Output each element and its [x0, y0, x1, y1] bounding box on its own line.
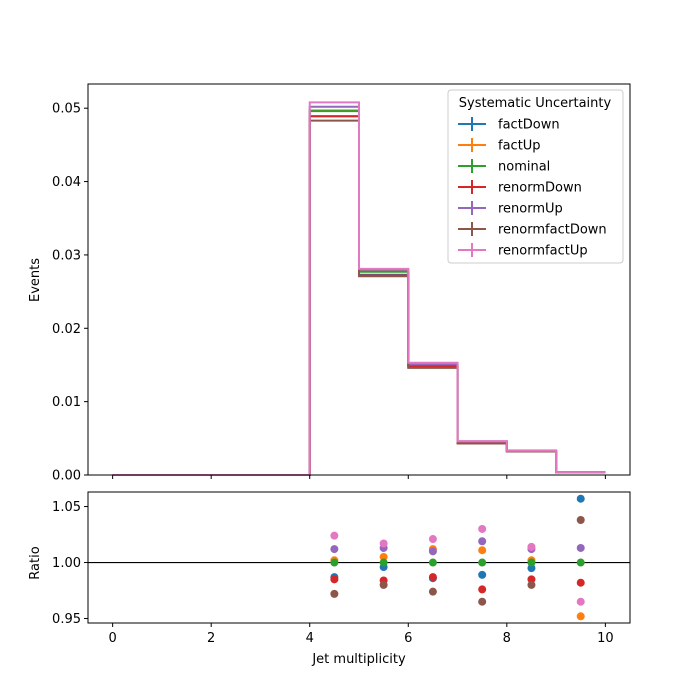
legend-label-factDown: factDown	[498, 118, 560, 133]
ratio-point-renormfactDown	[576, 515, 585, 524]
legend-box	[447, 89, 624, 264]
ratio-point-renormUp	[576, 543, 585, 552]
ratio-point-factUp	[478, 546, 487, 555]
ratio-point-nominal	[379, 558, 388, 567]
legend: Systematic Uncertainty factDown factUp nom…	[447, 89, 624, 264]
legend-label-renormDown: renormDown	[498, 181, 582, 196]
main-y-tick-label: 0.05	[52, 102, 81, 117]
ratio-x-tick-label: 10	[597, 631, 614, 646]
ratio-point-renormfactUp	[330, 531, 339, 540]
main-y-tick-label: 0.01	[52, 395, 81, 410]
main-y-ticks: 0.00 0.01 0.02 0.03 0.04 0.05	[52, 102, 88, 484]
ratio-x-tick-label: 6	[404, 631, 412, 646]
ratio-point-renormUp	[330, 545, 339, 554]
ratio-y-tick-label: 0.95	[52, 612, 81, 627]
ratio-point-renormUp	[478, 537, 487, 546]
legend-label-factUp: factUp	[498, 139, 541, 154]
ratio-point-renormfactUp	[379, 539, 388, 548]
ratio-point-factUp	[576, 612, 585, 621]
ratio-y-tick-label: 1.00	[52, 556, 81, 571]
ratio-point-renormDown	[428, 573, 437, 582]
ratio-x-tick-label: 2	[207, 631, 215, 646]
ratio-point-renormfactDown	[428, 587, 437, 596]
ratio-x-tick-label: 8	[503, 631, 511, 646]
ratio-point-renormfactUp	[478, 524, 487, 533]
legend-label-renormfactUp: renormfactUp	[498, 244, 588, 259]
ratio-y-tick-label: 1.05	[52, 500, 81, 515]
ratio-point-renormfactUp	[576, 597, 585, 606]
ratio-point-factDown	[527, 564, 536, 573]
ratio-point-nominal	[576, 558, 585, 567]
ratio-point-nominal	[330, 558, 339, 567]
main-histogram-panel: 0.00 0.01 0.02 0.03 0.04 0.05 Events Systemat…	[28, 83, 631, 484]
ratio-point-renormfactDown	[527, 580, 536, 589]
ratio-panel: 0.95 1.00 1.05 0 2 4 6 8 10 Ratio Jet multiplic…	[28, 491, 631, 667]
ratio-y-ticks: 0.95 1.00 1.05	[52, 500, 88, 627]
ratio-x-tick-label: 4	[306, 631, 314, 646]
ratio-x-tick-label: 0	[108, 631, 116, 646]
ratio-point-renormUp	[428, 547, 437, 556]
x-axis-label: Jet multiplicity	[311, 652, 406, 667]
ratio-x-ticks: 0 2 4 6 8 10	[108, 623, 614, 646]
ratio-point-renormfactDown	[478, 597, 487, 606]
ratio-point-nominal	[428, 558, 437, 567]
ratio-point-renormfactUp	[527, 542, 536, 551]
ratio-point-nominal	[478, 558, 487, 567]
main-y-axis-label: Events	[28, 258, 43, 302]
ratio-point-factDown	[478, 570, 487, 579]
ratio-points	[330, 494, 585, 621]
ratio-point-renormfactUp	[428, 535, 437, 544]
legend-title: Systematic Uncertainty	[459, 96, 612, 111]
ratio-point-factUp	[379, 552, 388, 561]
legend-entries: factDown factUp nominal renormDown renormUp r…	[458, 117, 607, 259]
ratio-point-nominal	[527, 558, 536, 567]
legend-label-nominal: nominal	[498, 160, 550, 175]
main-y-tick-label: 0.04	[52, 175, 81, 190]
main-x-ticks	[112, 475, 606, 479]
main-y-tick-label: 0.02	[52, 322, 81, 337]
ratio-point-renormDown	[330, 575, 339, 584]
main-y-tick-label: 0.03	[52, 248, 81, 263]
ratio-y-axis-label: Ratio	[28, 546, 43, 579]
ratio-plot-frame	[87, 491, 631, 624]
legend-label-renormUp: renormUp	[498, 202, 563, 217]
ratio-point-renormDown	[527, 575, 536, 584]
main-plot-frame	[87, 83, 631, 476]
ratio-point-factDown	[576, 494, 585, 503]
legend-label-renormfactDown: renormfactDown	[498, 223, 607, 238]
ratio-point-renormfactDown	[330, 589, 339, 598]
ratio-point-renormDown	[478, 585, 487, 594]
ratio-point-renormfactDown	[379, 580, 388, 589]
ratio-point-renormDown	[576, 578, 585, 587]
main-y-tick-label: 0.00	[52, 469, 81, 484]
